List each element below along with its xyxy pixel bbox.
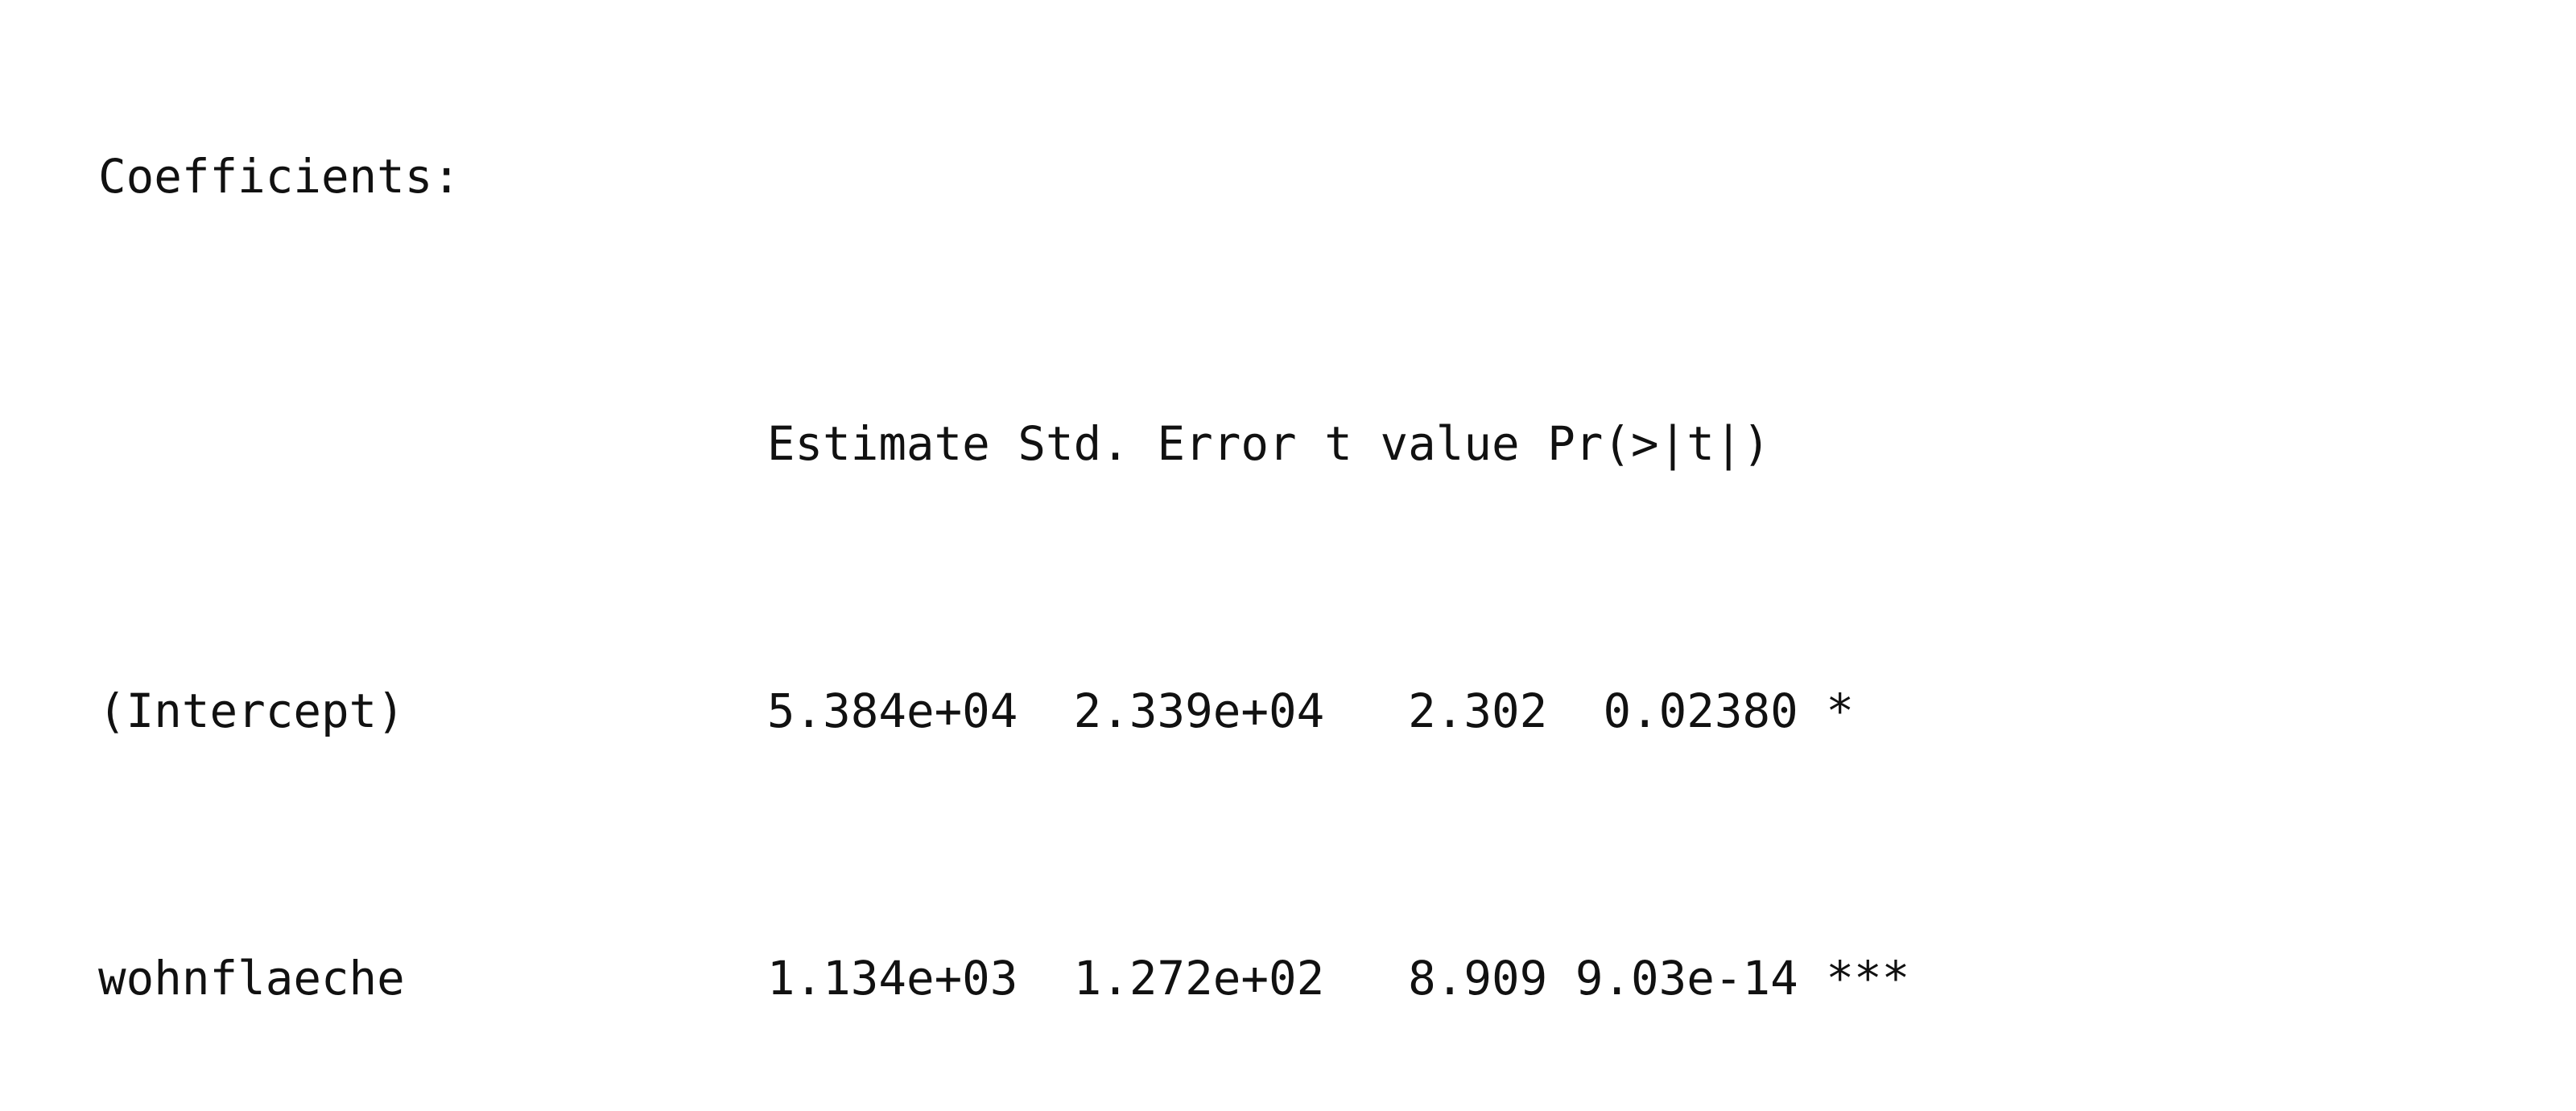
std-error-value: 1.272e+02 — [1073, 952, 1325, 1006]
t-value: 8.909 — [1408, 952, 1548, 1006]
signif-stars: *** — [1826, 952, 1910, 1006]
coefficients-heading: Coefficients: — [98, 150, 461, 204]
regression-output: Coefficients: Estimate Std. Error t valu… — [98, 10, 1909, 1111]
header-estimate: Estimate — [766, 417, 990, 471]
header-std-error: Std. Error — [1018, 417, 1297, 471]
p-value: 0.02380 — [1603, 684, 1798, 738]
table-row: (Intercept) 5.384e+04 2.339e+04 2.302 0.… — [98, 678, 1909, 745]
estimate-value: 5.384e+04 — [766, 684, 1018, 738]
std-error-value: 2.339e+04 — [1073, 684, 1325, 738]
t-value: 2.302 — [1408, 684, 1548, 738]
table-row: wohnflaeche 1.134e+03 1.272e+02 8.909 9.… — [98, 945, 1909, 1012]
estimate-value: 1.134e+03 — [766, 952, 1018, 1006]
signif-stars: * — [1826, 684, 1855, 738]
header-t-value: t value — [1324, 417, 1520, 471]
table-header-row: Estimate Std. Error t value Pr(>|t|) — [98, 411, 1909, 477]
header-spacer — [98, 417, 767, 471]
term-label: (Intercept) — [98, 684, 405, 738]
header-p-value: Pr(>|t|) — [1547, 417, 1771, 471]
p-value: 9.03e-14 — [1575, 952, 1798, 1006]
term-label: wohnflaeche — [98, 952, 405, 1006]
